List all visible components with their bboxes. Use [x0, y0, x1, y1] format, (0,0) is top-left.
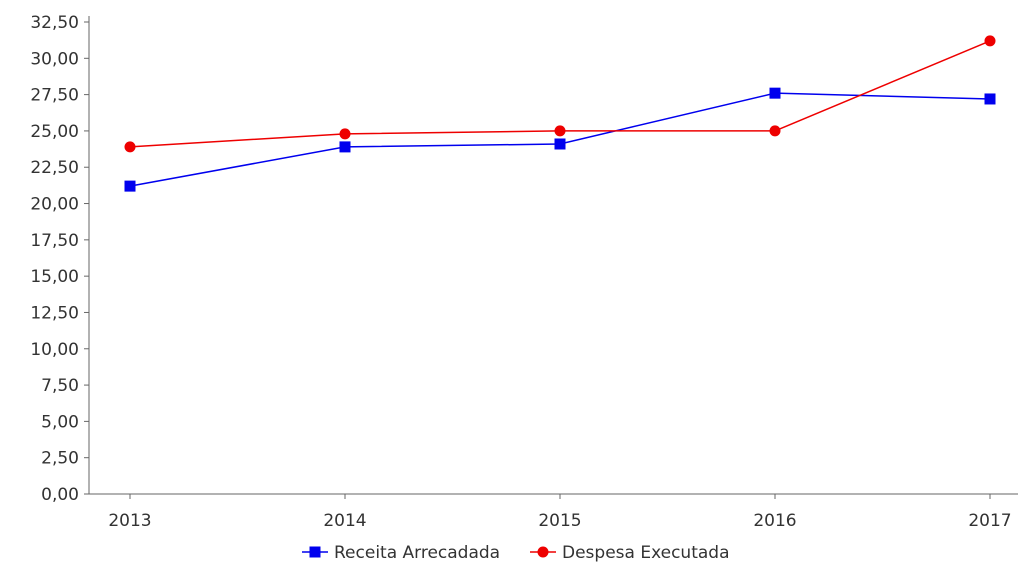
data-point	[124, 141, 136, 153]
y-tick-label: 22,50	[30, 158, 79, 178]
y-tick-label: 27,50	[30, 86, 79, 106]
data-point	[554, 125, 566, 137]
data-point	[984, 35, 996, 47]
y-tick-label: 17,50	[30, 231, 79, 251]
y-tick-label: 25,00	[30, 122, 79, 142]
y-tick-label: 2,50	[41, 449, 79, 469]
x-tick-label: 2016	[753, 511, 796, 531]
data-point	[339, 141, 351, 153]
y-tick-label: 10,00	[30, 340, 79, 360]
y-tick-label: 12,50	[30, 303, 79, 323]
y-tick-label: 20,00	[30, 195, 79, 215]
series-layer	[124, 35, 996, 192]
legend-label: Receita Arrecadada	[334, 543, 500, 563]
x-tick-label: 2017	[968, 511, 1011, 531]
legend-item: Receita Arrecadada	[302, 543, 500, 563]
data-point	[339, 128, 351, 140]
y-tick-label: 32,50	[30, 13, 79, 33]
x-tick-label: 2013	[108, 511, 151, 531]
y-tick-label: 7,50	[41, 376, 79, 396]
y-tick-label: 15,00	[30, 267, 79, 287]
data-point	[554, 138, 566, 150]
data-point	[769, 125, 781, 137]
x-tick-label: 2015	[538, 511, 581, 531]
data-point	[984, 93, 996, 105]
x-axis: 2013 2014 2015 2016 2017	[89, 493, 1018, 531]
x-tick-label: 2014	[323, 511, 366, 531]
series-1	[124, 35, 996, 153]
y-tick-label: 5,00	[41, 412, 79, 432]
legend-marker	[537, 546, 549, 558]
legend-marker	[309, 546, 321, 558]
y-tick-label: 0,00	[41, 485, 79, 505]
data-point	[769, 87, 781, 99]
series-0	[124, 87, 996, 192]
y-axis: 0,00 2,50 5,00 7,50 10,00 12,50 15,00 17,50 20,0…	[30, 13, 90, 505]
data-point	[124, 180, 136, 192]
legend-item: Despesa Executada	[530, 543, 730, 563]
legend-label: Despesa Executada	[562, 543, 730, 563]
legend: Receita Arrecadada Despesa Executada	[302, 543, 730, 563]
y-tick-label: 30,00	[30, 49, 79, 69]
